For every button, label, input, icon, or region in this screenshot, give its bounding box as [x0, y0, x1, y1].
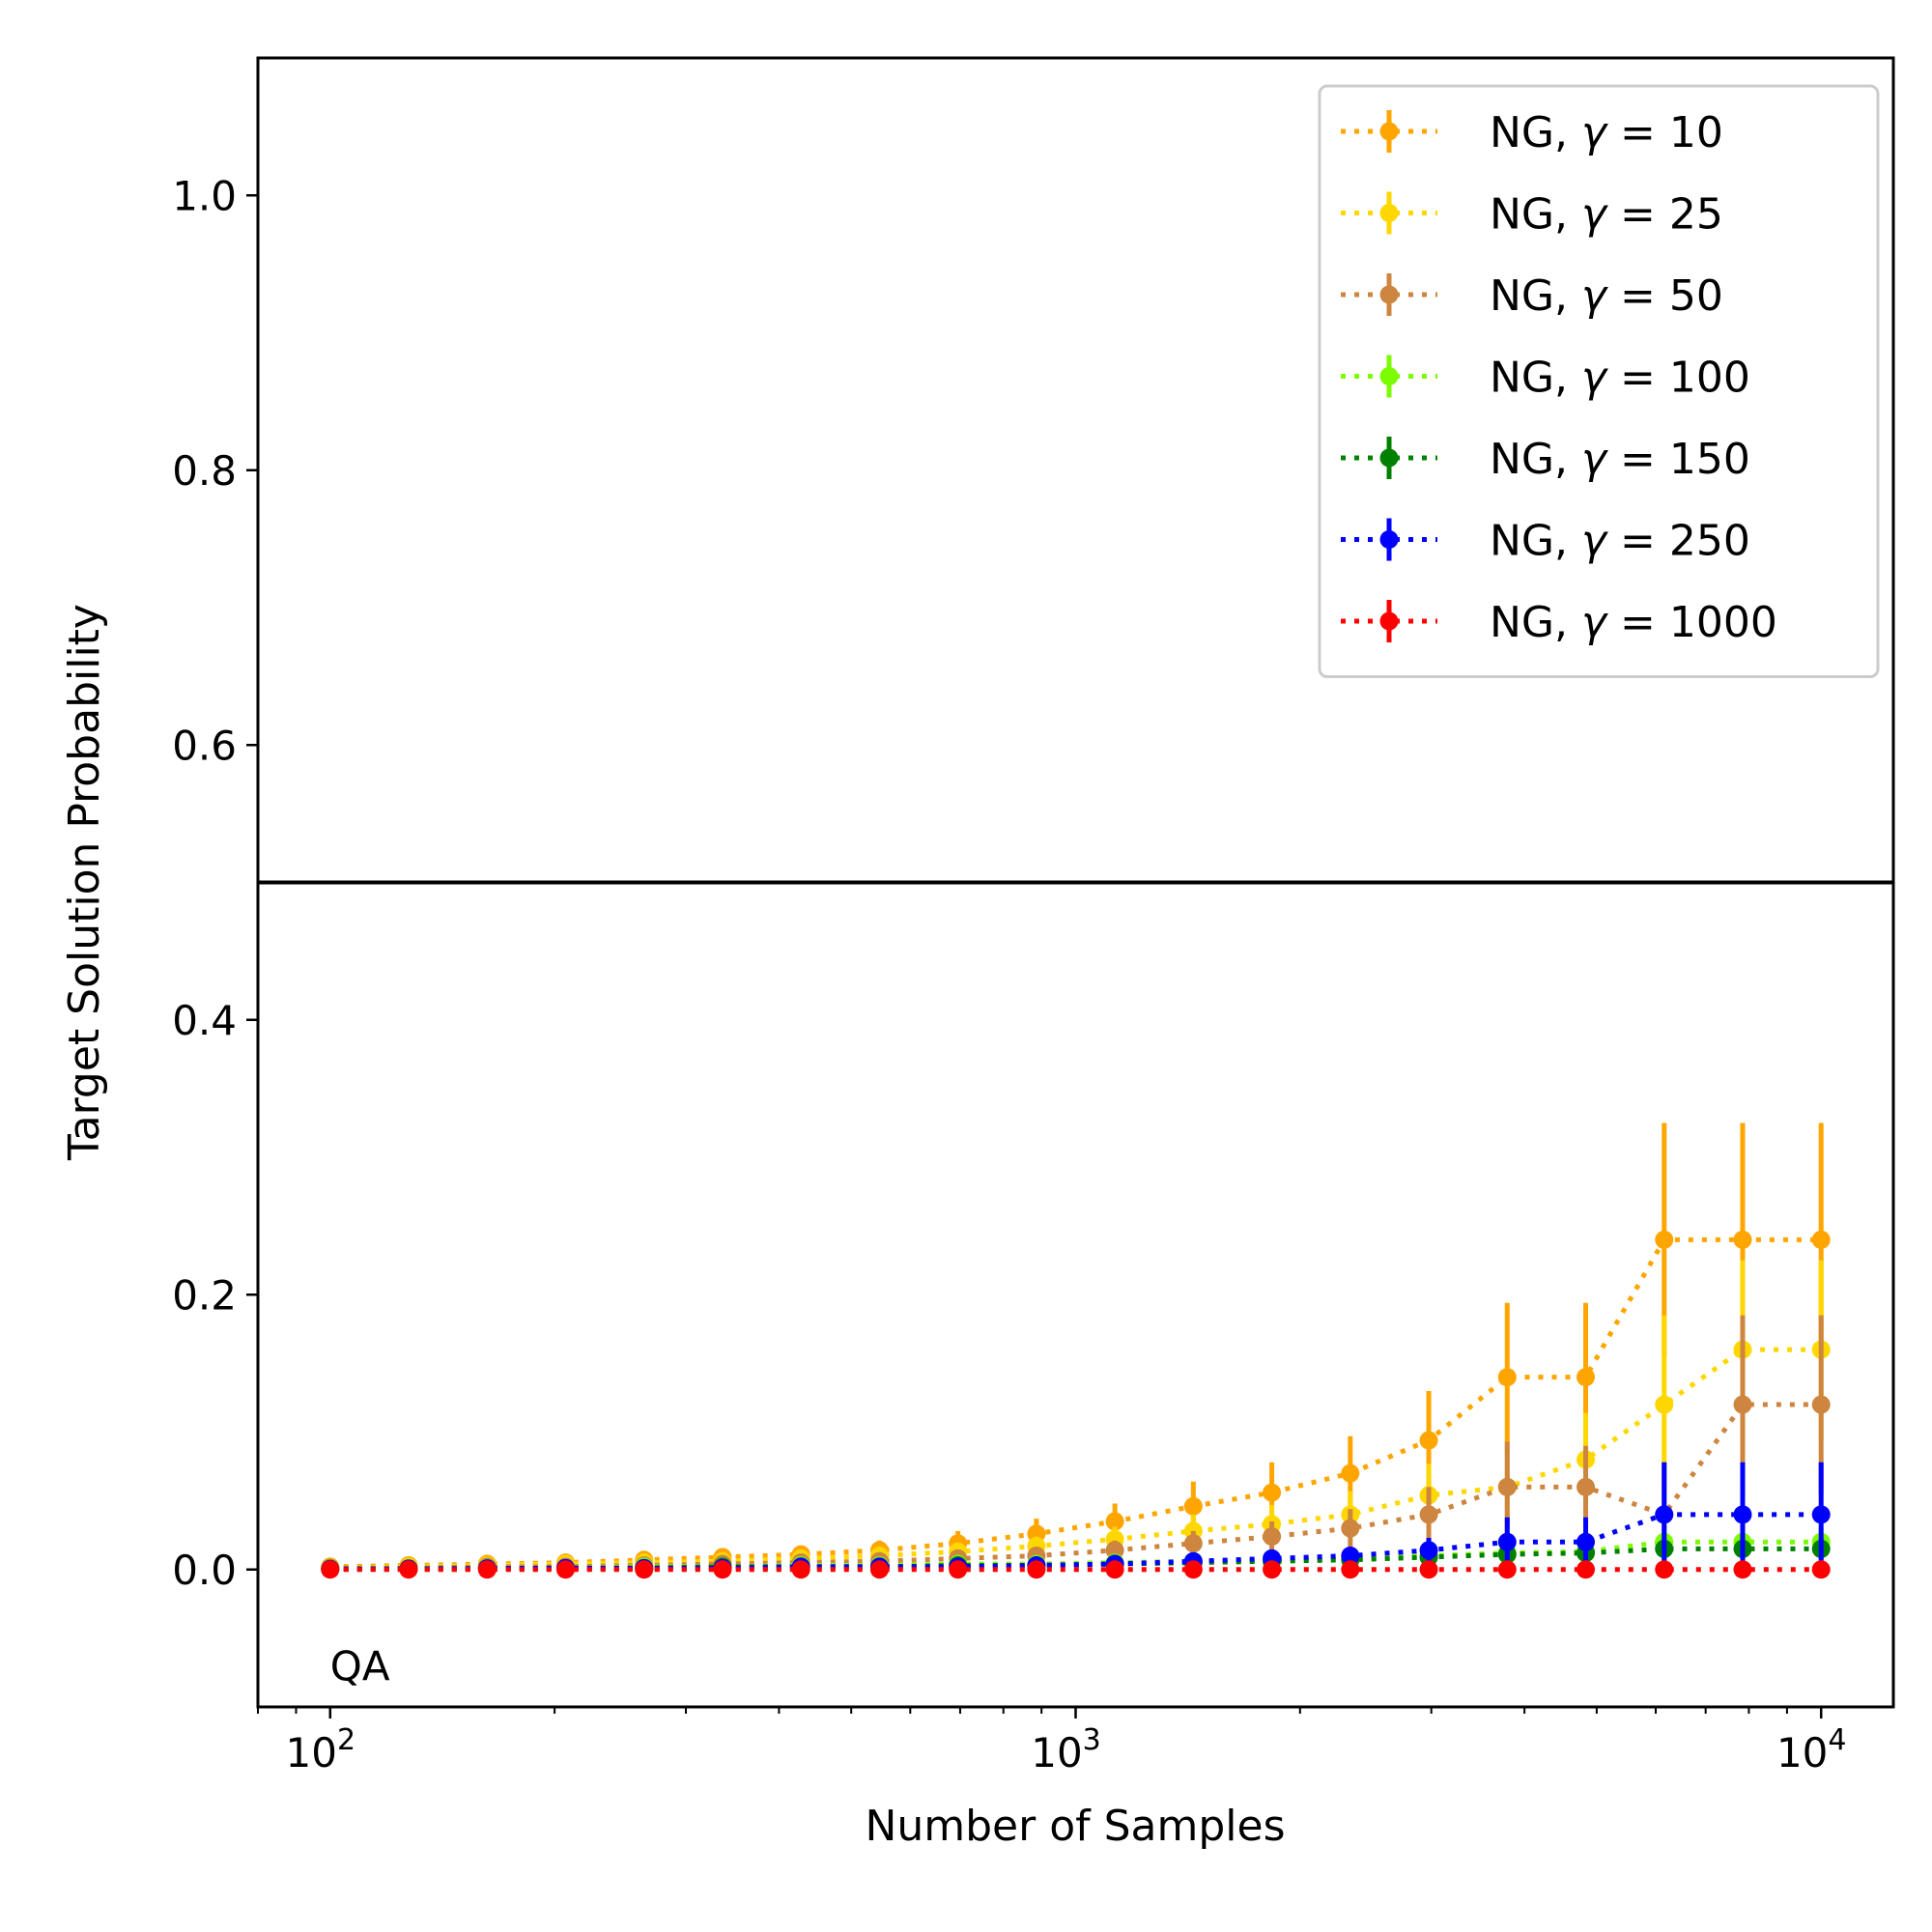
- legend-item-gamma-25: NG, γ = 25: [1341, 190, 1723, 240]
- data-point: [1577, 1477, 1596, 1496]
- data-point: [791, 1560, 810, 1579]
- legend-label: NG, γ = 250: [1490, 517, 1750, 566]
- data-point: [1263, 1483, 1282, 1502]
- data-point: [1577, 1532, 1596, 1551]
- y-axis-label: Target Solution Probability: [60, 604, 109, 1161]
- data-point: [1733, 1395, 1752, 1414]
- legend-marker: [1379, 611, 1399, 631]
- y-tick-label: 0.6: [172, 722, 237, 769]
- legend-item-gamma-1000: NG, γ = 1000: [1341, 598, 1777, 647]
- data-point: [1027, 1560, 1046, 1579]
- legend-label: NG, γ = 1000: [1490, 598, 1777, 647]
- data-point: [1733, 1505, 1752, 1524]
- data-point: [1183, 1560, 1203, 1579]
- legend-box: [1318, 84, 1880, 678]
- x-axis-label: Number of Samples: [865, 1802, 1285, 1851]
- legend-item-gamma-50: NG, γ = 50: [1341, 271, 1723, 321]
- y-tick-label: 1.0: [172, 172, 237, 219]
- y-tick-label: 0.2: [172, 1271, 237, 1319]
- legend-marker: [1379, 367, 1399, 385]
- data-point: [1577, 1368, 1596, 1387]
- y-tick-label: 0.8: [172, 447, 237, 495]
- data-point: [1263, 1527, 1282, 1547]
- data-point: [1655, 1395, 1674, 1414]
- y-tick-label: 0.4: [172, 997, 237, 1044]
- data-point: [1341, 1463, 1360, 1483]
- data-point: [635, 1560, 654, 1579]
- legend-marker: [1379, 448, 1399, 468]
- data-point: [1419, 1431, 1438, 1450]
- data-point: [1105, 1512, 1124, 1531]
- data-point: [1655, 1505, 1674, 1524]
- data-point: [1811, 1505, 1831, 1524]
- x-tick-label: 103: [1031, 1723, 1101, 1776]
- data-point: [1419, 1541, 1438, 1560]
- data-point: [1183, 1534, 1203, 1553]
- legend-item-gamma-250: NG, γ = 250: [1341, 517, 1750, 566]
- legend-label: NG, γ = 150: [1490, 435, 1750, 484]
- data-point: [477, 1560, 497, 1579]
- data-point: [1263, 1560, 1282, 1579]
- data-point: [1497, 1477, 1517, 1496]
- data-point: [1341, 1519, 1360, 1538]
- legend-marker: [1379, 122, 1399, 141]
- data-point: [1341, 1547, 1360, 1566]
- legend-item-gamma-100: NG, γ = 100: [1341, 354, 1750, 403]
- data-point: [1733, 1230, 1752, 1249]
- data-point: [713, 1560, 732, 1579]
- annotation-qa: QA: [330, 1642, 390, 1690]
- data-point: [1811, 1230, 1831, 1249]
- data-point: [1183, 1496, 1203, 1516]
- x-tick-label: 104: [1776, 1723, 1847, 1776]
- data-point: [1341, 1560, 1360, 1579]
- data-point: [1497, 1560, 1517, 1579]
- legend-marker: [1379, 204, 1399, 222]
- data-point: [1811, 1395, 1831, 1414]
- series-line-gamma-10: [329, 1236, 1822, 1570]
- series-line-gamma-25: [329, 1347, 1822, 1571]
- data-point: [1733, 1560, 1752, 1579]
- data-point: [1419, 1505, 1438, 1524]
- data-point: [555, 1560, 575, 1579]
- legend-label: NG, γ = 10: [1490, 108, 1723, 157]
- legend-label: NG, γ = 100: [1490, 354, 1750, 403]
- series-line-gamma-50: [329, 1402, 1822, 1571]
- legend-marker: [1379, 285, 1399, 304]
- legend-item-gamma-150: NG, γ = 150: [1341, 435, 1750, 484]
- legend-label: NG, γ = 50: [1490, 271, 1723, 321]
- data-point: [1655, 1230, 1674, 1249]
- data-point: [1105, 1560, 1124, 1579]
- y-tick-label: 0.0: [172, 1547, 237, 1594]
- data-point: [1577, 1560, 1596, 1579]
- data-point: [1655, 1560, 1674, 1579]
- data-point: [1497, 1368, 1517, 1387]
- data-point: [399, 1560, 418, 1579]
- legend-label: NG, γ = 25: [1490, 190, 1723, 240]
- data-point: [1419, 1560, 1438, 1579]
- legend-item-gamma-10: NG, γ = 10: [1341, 108, 1723, 157]
- legend-marker: [1379, 530, 1399, 549]
- series-line-gamma-250: [329, 1512, 1822, 1572]
- data-point: [949, 1560, 968, 1579]
- series-gamma-1000: [321, 1560, 1831, 1579]
- data-point: [321, 1560, 340, 1579]
- data-point: [1497, 1532, 1517, 1551]
- data-point: [869, 1560, 889, 1579]
- data-point: [1811, 1560, 1831, 1579]
